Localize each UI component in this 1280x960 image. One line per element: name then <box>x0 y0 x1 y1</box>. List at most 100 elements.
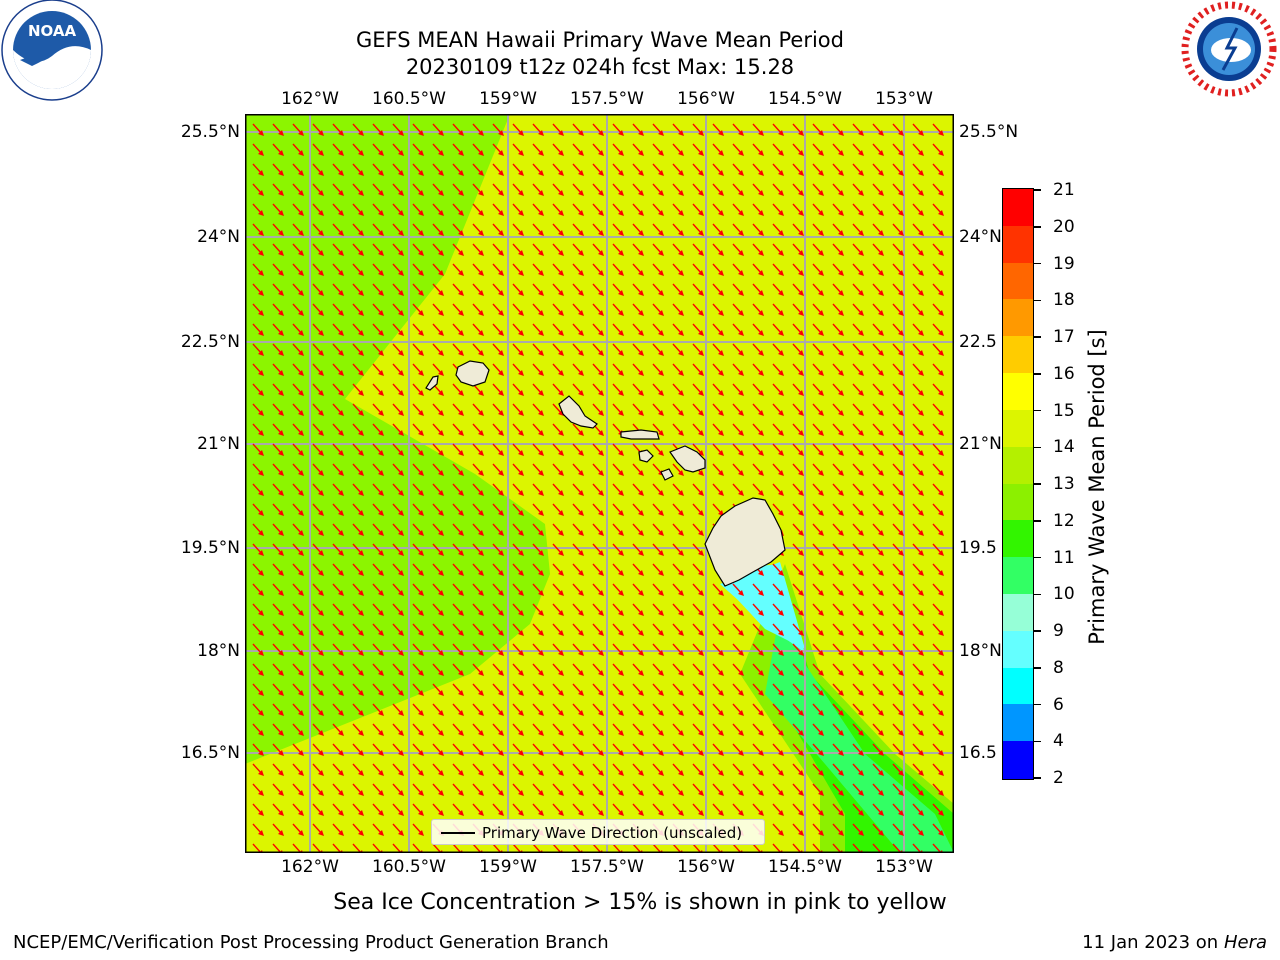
wave-direction-arrow <box>792 283 804 296</box>
wave-direction-arrow <box>672 323 684 336</box>
wave-direction-arrow <box>372 123 384 136</box>
wave-direction-arrow <box>672 743 684 756</box>
wave-direction-arrow <box>532 623 544 636</box>
wave-direction-arrow <box>732 603 744 616</box>
wave-direction-arrow <box>812 643 824 656</box>
wave-direction-arrow <box>292 583 304 596</box>
wave-direction-arrow <box>312 603 324 616</box>
wave-direction-arrow <box>372 543 384 556</box>
wave-direction-arrow <box>492 263 504 276</box>
wave-direction-arrow <box>392 763 404 776</box>
wave-direction-arrow <box>852 663 864 676</box>
wave-direction-arrow <box>652 443 664 456</box>
wave-direction-arrow <box>872 703 884 716</box>
wave-direction-arrow <box>452 223 464 236</box>
wave-direction-arrow <box>712 403 724 416</box>
wave-direction-arrow <box>492 583 504 596</box>
wave-direction-arrow <box>672 603 684 616</box>
wave-direction-arrow <box>452 803 464 816</box>
wave-direction-arrow <box>892 183 904 196</box>
wave-direction-arrow <box>492 403 504 416</box>
wave-direction-arrow <box>852 283 864 296</box>
wave-direction-arrow <box>612 523 624 536</box>
wave-direction-arrow <box>252 743 264 756</box>
colorbar-segment <box>1003 373 1033 411</box>
wave-direction-arrow <box>832 263 844 276</box>
wave-direction-arrow <box>432 663 444 676</box>
wave-direction-arrow <box>552 363 564 376</box>
wave-direction-arrow <box>512 383 524 396</box>
wave-direction-arrow <box>792 783 804 796</box>
wave-direction-arrow <box>832 563 844 576</box>
wave-direction-arrow <box>892 383 904 396</box>
wave-direction-arrow <box>572 163 584 176</box>
wave-direction-arrow <box>672 763 684 776</box>
wave-direction-arrow <box>812 283 824 296</box>
wave-direction-arrow <box>632 123 644 136</box>
wave-direction-arrow <box>612 183 624 196</box>
wave-direction-arrow <box>812 743 824 756</box>
wave-direction-arrow <box>712 303 724 316</box>
wave-direction-arrow <box>812 383 824 396</box>
wave-direction-arrow <box>872 763 884 776</box>
wave-direction-arrow <box>812 163 824 176</box>
wave-direction-arrow <box>872 363 884 376</box>
wave-direction-arrow <box>252 363 264 376</box>
wave-direction-arrow <box>792 203 804 216</box>
wave-direction-arrow <box>672 663 684 676</box>
wave-direction-arrow <box>512 663 524 676</box>
wave-direction-arrow <box>812 203 824 216</box>
wave-direction-arrow <box>652 703 664 716</box>
wave-direction-arrow <box>532 243 544 256</box>
wave-direction-arrow <box>352 283 364 296</box>
wave-direction-arrow <box>732 643 744 656</box>
wave-direction-arrow <box>752 583 764 596</box>
colorbar-tick-mark <box>1034 556 1041 559</box>
wave-direction-arrow <box>932 803 944 816</box>
island-hawaii <box>704 497 786 587</box>
wave-direction-arrow <box>872 483 884 496</box>
wave-direction-arrow <box>332 263 344 276</box>
wave-direction-arrow <box>852 383 864 396</box>
wave-direction-arrow <box>892 423 904 436</box>
wave-direction-arrow <box>832 503 844 516</box>
wave-direction-arrow <box>572 543 584 556</box>
wave-direction-arrow <box>592 263 604 276</box>
wave-direction-arrow <box>312 183 324 196</box>
wave-direction-arrow <box>352 463 364 476</box>
wave-direction-arrow <box>492 383 504 396</box>
wave-direction-arrow <box>452 603 464 616</box>
wave-direction-arrow <box>872 443 884 456</box>
wave-direction-arrow <box>372 443 384 456</box>
wave-direction-arrow <box>652 163 664 176</box>
wave-direction-arrow <box>672 243 684 256</box>
wave-direction-arrow <box>572 383 584 396</box>
wave-direction-arrow <box>752 363 764 376</box>
wave-direction-arrow <box>532 203 544 216</box>
wave-direction-arrow <box>352 623 364 636</box>
wave-direction-arrow <box>872 723 884 736</box>
wave-direction-arrow <box>332 823 344 836</box>
wave-direction-arrow <box>672 263 684 276</box>
wave-direction-arrow <box>632 383 644 396</box>
colorbar-segment <box>1003 520 1033 558</box>
wave-direction-arrow <box>752 403 764 416</box>
wave-direction-arrow <box>572 463 584 476</box>
wave-direction-arrow <box>552 183 564 196</box>
wave-direction-arrow <box>312 803 324 816</box>
wave-direction-arrow <box>472 703 484 716</box>
wave-direction-arrow <box>312 143 324 156</box>
wave-direction-arrow <box>612 623 624 636</box>
wave-direction-arrow <box>272 403 284 416</box>
wave-direction-arrow <box>432 363 444 376</box>
island-lanai <box>638 449 654 463</box>
wave-direction-arrow <box>252 723 264 736</box>
wave-direction-arrow <box>592 203 604 216</box>
wave-direction-arrow <box>472 483 484 496</box>
wave-direction-arrow <box>252 823 264 836</box>
wave-direction-arrow <box>292 523 304 536</box>
wave-direction-arrow <box>612 583 624 596</box>
wave-direction-arrow <box>812 263 824 276</box>
wave-direction-arrow <box>272 743 284 756</box>
wave-direction-arrow <box>892 783 904 796</box>
